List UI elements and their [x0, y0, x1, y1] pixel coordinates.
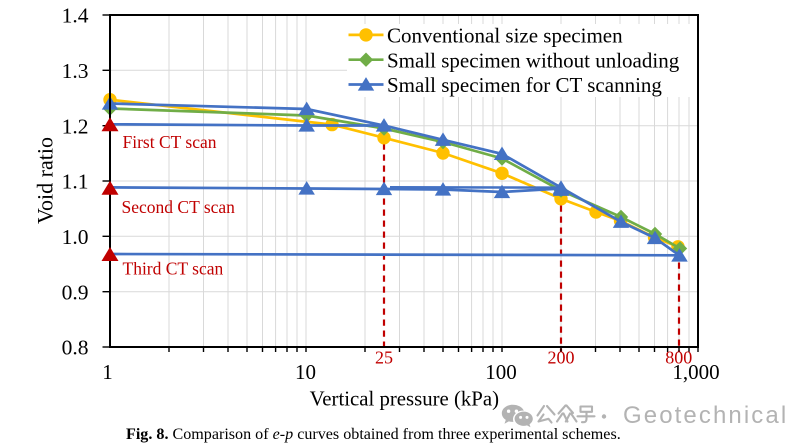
svg-text:1.1: 1.1: [62, 170, 89, 194]
svg-text:800: 800: [665, 347, 692, 367]
svg-text:1.2: 1.2: [62, 114, 89, 138]
svg-text:25: 25: [375, 347, 393, 367]
svg-text:First CT scan: First CT scan: [123, 132, 217, 152]
svg-text:Fig. 8.Comparison of e-p curve: Fig. 8. Comparison of e-p curves obtained…: [126, 426, 621, 443]
svg-text:Second CT scan: Second CT scan: [122, 197, 236, 217]
svg-text:Vertical pressure (kPa): Vertical pressure (kPa): [310, 388, 499, 411]
svg-text:Void ratio: Void ratio: [33, 137, 58, 224]
svg-text:1.4: 1.4: [62, 4, 89, 28]
svg-text:1: 1: [102, 360, 113, 384]
svg-text:Conventional size specimen: Conventional size specimen: [387, 24, 623, 48]
svg-text:100: 100: [485, 360, 517, 384]
svg-text:200: 200: [548, 347, 575, 367]
svg-text:0.9: 0.9: [62, 280, 89, 304]
svg-text:1.3: 1.3: [62, 59, 89, 83]
svg-text:0.8: 0.8: [62, 336, 89, 360]
svg-text:1,000: 1,000: [672, 360, 719, 384]
svg-text:10: 10: [295, 360, 316, 384]
svg-text:Geotechnical: Geotechnical: [623, 402, 787, 429]
svg-text:Small specimen for CT scanning: Small specimen for CT scanning: [387, 73, 662, 97]
svg-text:Third CT scan: Third CT scan: [123, 259, 224, 279]
svg-text:1.0: 1.0: [62, 225, 89, 249]
svg-text:Small specimen without unloadi: Small specimen without unloading: [387, 48, 680, 72]
